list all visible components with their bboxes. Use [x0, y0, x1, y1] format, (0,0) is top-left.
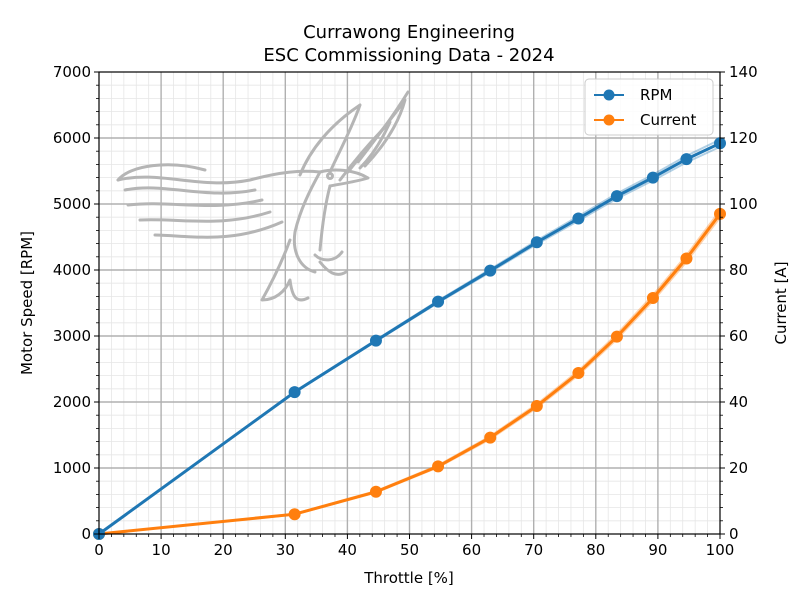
right-y-tick-label: 20 [729, 459, 748, 477]
rpm-point [288, 386, 301, 399]
current-series [93, 207, 726, 540]
right-y-tick-label: 80 [729, 261, 748, 279]
current-point [530, 399, 543, 412]
x-tick-label: 80 [586, 541, 605, 559]
right-y-tick-label: 140 [729, 63, 758, 81]
right-y-tick-label: 120 [729, 129, 758, 147]
rpm-point [572, 212, 585, 225]
left-y-tick-label: 7000 [53, 63, 91, 81]
current-point [680, 252, 693, 265]
legend-current-marker [603, 114, 615, 126]
right-y-tick-label: 40 [729, 393, 748, 411]
current-point [369, 485, 382, 498]
x-tick-label: 90 [648, 541, 667, 559]
x-tick-label: 0 [94, 541, 104, 559]
rpm-point [610, 190, 623, 203]
right-y-tick-label: 0 [729, 525, 739, 543]
left-y-tick-label: 4000 [53, 261, 91, 279]
chart-title-line2: ESC Commissioning Data - 2024 [263, 45, 554, 66]
legend: RPM Current [584, 78, 714, 136]
x-tick-label: 50 [400, 541, 419, 559]
current-point [484, 431, 497, 444]
current-point [572, 366, 585, 379]
legend-rpm-marker [603, 89, 615, 101]
x-tick-label: 30 [276, 541, 295, 559]
x-tick-label: 100 [706, 541, 735, 559]
rpm-point [432, 295, 445, 308]
x-axis-ticks: 0 10 20 30 40 50 60 70 80 90 100 [94, 534, 734, 559]
currawong-bird-logo-icon [116, 90, 410, 302]
rpm-point [646, 171, 659, 184]
right-y-axis-ticks: 0 20 40 60 80 100 120 140 [720, 63, 758, 543]
right-y-tick-label: 100 [729, 195, 758, 213]
left-y-tick-label: 0 [81, 525, 91, 543]
rpm-point [369, 334, 382, 347]
left-y-tick-label: 1000 [53, 459, 91, 477]
legend-current-label: Current [640, 111, 696, 129]
left-y-axis-label: Motor Speed [RPM] [18, 231, 36, 375]
legend-rpm-label: RPM [640, 86, 672, 104]
x-tick-label: 40 [338, 541, 357, 559]
current-point [288, 508, 301, 521]
x-axis-label: Throttle [%] [363, 569, 454, 587]
current-point [432, 460, 445, 473]
rpm-point [484, 264, 497, 277]
left-y-tick-label: 6000 [53, 129, 91, 147]
chart-title-line1: Currawong Engineering [303, 22, 515, 43]
rpm-point [680, 153, 693, 166]
left-y-tick-label: 2000 [53, 393, 91, 411]
right-y-tick-label: 60 [729, 327, 748, 345]
right-y-axis-label: Current [A] [772, 261, 790, 344]
x-tick-label: 10 [152, 541, 171, 559]
left-y-tick-label: 3000 [53, 327, 91, 345]
rpm-point [530, 236, 543, 249]
rpm-series [93, 137, 726, 540]
x-tick-label: 20 [214, 541, 233, 559]
major-grid [99, 72, 720, 534]
left-y-axis-ticks: 0 1000 2000 3000 4000 5000 6000 7000 [53, 63, 99, 543]
x-tick-label: 70 [524, 541, 543, 559]
current-point [646, 292, 659, 305]
x-tick-label: 60 [462, 541, 481, 559]
left-y-tick-label: 5000 [53, 195, 91, 213]
current-point [610, 330, 623, 343]
